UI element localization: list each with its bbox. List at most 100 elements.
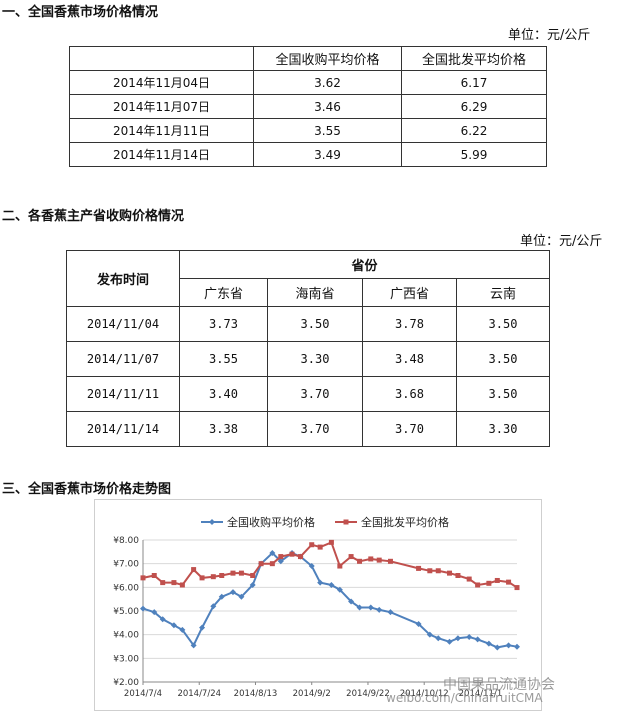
data-point xyxy=(348,598,355,605)
data-point xyxy=(250,573,256,578)
table-row: 2014年11月07日 3.46 6.29 xyxy=(69,94,547,119)
data-point xyxy=(376,557,382,563)
data-point xyxy=(416,565,422,571)
data-point xyxy=(415,621,422,628)
row-date: 2014/11/07 xyxy=(66,341,180,377)
header-guangdong: 广东省 xyxy=(179,278,268,307)
x-tick-label: 2014/9/22 xyxy=(346,689,390,699)
data-point xyxy=(170,622,177,629)
row-purchase: 3.49 xyxy=(253,142,402,167)
row-date: 2014/11/14 xyxy=(66,411,180,447)
table-row: 2014/11/11 3.40 3.70 3.68 3.50 xyxy=(66,376,550,412)
price-trend-chart: ¥2.00 ¥3.00 ¥4.00 ¥5.00 ¥6.00 ¥7.00 ¥8.00 2014/… xyxy=(94,499,542,711)
data-point xyxy=(328,539,334,545)
data-point xyxy=(505,642,512,649)
table-row: 2014年11月14日 3.49 5.99 xyxy=(69,142,547,167)
national-price-table: 全国收购平均价格 全国批发平均价格 2014年11月04日 3.62 6.17 … xyxy=(69,46,547,167)
data-point xyxy=(218,593,225,600)
row-date: 2014/11/04 xyxy=(66,306,180,342)
y-tick-label: ¥3.00 xyxy=(113,654,139,664)
data-point xyxy=(427,568,433,574)
row-guangdong: 3.73 xyxy=(179,306,268,342)
table-header-row: 全国收购平均价格 全国批发平均价格 xyxy=(69,46,547,71)
legend-label: 全国批发平均价格 xyxy=(361,515,449,529)
x-tick-label: 2014/11/1 xyxy=(459,689,503,699)
table-row: 2014/11/14 3.38 3.70 3.70 3.30 xyxy=(66,411,550,447)
data-point xyxy=(328,581,335,588)
row-date: 2014年11月04日 xyxy=(69,70,254,95)
data-point xyxy=(140,575,146,581)
data-point xyxy=(159,616,166,623)
data-point xyxy=(514,585,520,591)
row-purchase: 3.62 xyxy=(253,70,402,95)
row-wholesale: 5.99 xyxy=(401,142,547,167)
header-date: 发布时间 xyxy=(66,250,180,307)
province-price-table: 发布时间 省份 广东省 海南省 广西省 云南 2014/11/04 3.73 3… xyxy=(66,250,550,447)
row-hainan: 3.50 xyxy=(267,306,363,342)
data-point xyxy=(494,577,500,583)
row-date: 2014/11/11 xyxy=(66,376,180,412)
data-point xyxy=(387,558,393,564)
data-point xyxy=(191,567,197,573)
row-yunnan: 3.30 xyxy=(456,411,550,447)
x-tick-label: 2014/7/4 xyxy=(124,689,162,699)
table-row: 2014年11月11日 3.55 6.22 xyxy=(69,118,547,143)
watermark-weibo: weibo.com/ChinaFruitCMA xyxy=(386,691,543,705)
data-point xyxy=(230,570,236,576)
data-point xyxy=(494,644,501,651)
row-guangdong: 3.40 xyxy=(179,376,268,412)
data-point xyxy=(151,573,157,578)
table-row: 2014/11/04 3.73 3.50 3.78 3.50 xyxy=(66,306,550,342)
section3-heading: 三、全国香蕉市场价格走势图 xyxy=(2,482,172,497)
row-yunnan: 3.50 xyxy=(456,341,550,377)
data-point xyxy=(179,582,185,588)
data-point xyxy=(269,550,276,557)
row-date: 2014年11月07日 xyxy=(69,94,254,119)
row-purchase: 3.46 xyxy=(253,94,402,119)
data-point xyxy=(151,609,158,616)
row-yunnan: 3.50 xyxy=(456,376,550,412)
data-point xyxy=(229,589,236,596)
row-guangxi: 3.70 xyxy=(362,411,457,447)
data-point xyxy=(297,554,303,560)
row-guangdong: 3.55 xyxy=(179,341,268,377)
row-hainan: 3.30 xyxy=(267,341,363,377)
x-tick-label: 2014/10/12 xyxy=(400,689,449,699)
row-yunnan: 3.50 xyxy=(456,306,550,342)
series-line xyxy=(142,551,518,649)
legend-marker xyxy=(343,519,349,525)
y-tick-label: ¥6.00 xyxy=(113,583,139,593)
data-point xyxy=(506,579,512,585)
header-purchase-price: 全国收购平均价格 xyxy=(253,46,402,71)
data-point xyxy=(485,640,492,647)
data-point xyxy=(308,563,315,570)
data-point xyxy=(199,575,205,581)
data-point xyxy=(238,570,244,576)
data-point xyxy=(435,568,441,574)
y-tick-label: ¥7.00 xyxy=(113,560,139,570)
header-guangxi: 广西省 xyxy=(362,278,457,307)
section1-heading: 一、全国香蕉市场价格情况 xyxy=(2,5,159,20)
data-point xyxy=(376,606,383,613)
row-wholesale: 6.17 xyxy=(401,70,547,95)
data-point xyxy=(367,604,374,611)
legend-label: 全国收购平均价格 xyxy=(227,515,315,529)
data-point xyxy=(514,643,520,650)
data-point xyxy=(238,593,245,600)
data-point xyxy=(210,574,216,580)
data-point xyxy=(426,631,433,638)
row-guangxi: 3.78 xyxy=(362,306,457,342)
section2-unit: 单位：元/公斤 xyxy=(520,234,603,249)
data-point xyxy=(269,561,275,567)
row-purchase: 3.55 xyxy=(253,118,402,143)
header-wholesale-price: 全国批发平均价格 xyxy=(401,46,547,71)
data-point xyxy=(309,542,315,548)
header-blank xyxy=(69,46,254,71)
legend-marker xyxy=(209,519,215,525)
data-point xyxy=(475,582,481,588)
data-point xyxy=(219,573,225,578)
row-wholesale: 6.29 xyxy=(401,94,547,119)
data-point xyxy=(446,638,453,645)
series-line xyxy=(142,541,518,589)
header-hainan: 海南省 xyxy=(267,278,363,307)
